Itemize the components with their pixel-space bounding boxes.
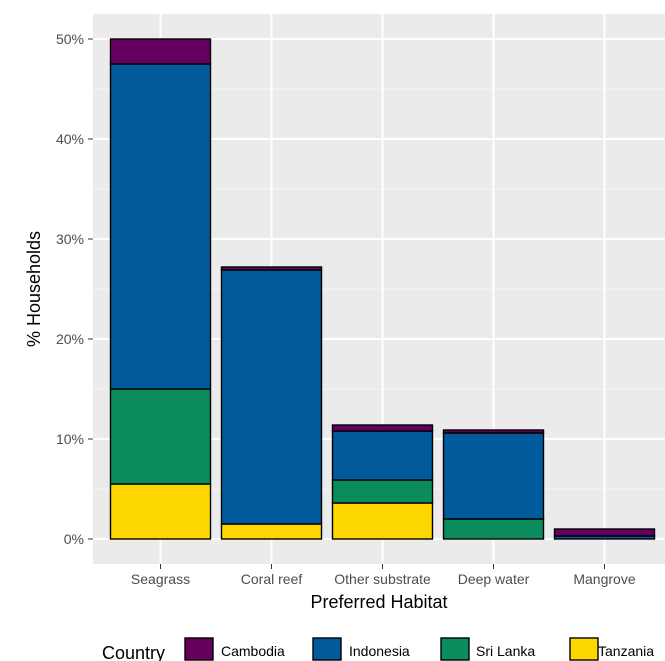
bar-segment: [220, 523, 323, 540]
bar-segment: [109, 388, 212, 485]
bar-segment: [442, 432, 545, 520]
y-tick-label: 40%: [56, 131, 84, 147]
legend: Country Cambodia Indonesia Sri Lanka Tanzan…: [102, 637, 654, 661]
x-tick-label: Mangrove: [573, 571, 635, 587]
bars: [109, 38, 656, 540]
legend-label: Indonesia: [349, 643, 410, 659]
x-tick-label: Deep water: [458, 571, 530, 587]
legend-title: Country: [102, 643, 165, 661]
x-tick-label: Coral reef: [241, 571, 303, 587]
bar-segment: [442, 429, 545, 434]
bar-segment: [331, 424, 434, 432]
legend-label: Sri Lanka: [476, 643, 535, 659]
bar-segment: [331, 502, 434, 540]
bar-segment: [220, 266, 323, 271]
legend-label: Cambodia: [221, 643, 285, 659]
x-axis-title: Preferred Habitat: [310, 592, 447, 612]
x-tick-label: Other substrate: [334, 571, 431, 587]
y-tick-label: 0%: [64, 531, 84, 547]
legend-key: [569, 637, 599, 661]
y-tick-label: 30%: [56, 231, 84, 247]
x-axis-ticks: Seagrass Coral reef Other substrate Deep wa…: [131, 564, 636, 587]
y-axis-ticks: 0% 10% 20% 30% 40% 50%: [56, 31, 93, 547]
y-tick-label: 50%: [56, 31, 84, 47]
x-tick-label: Seagrass: [131, 571, 190, 587]
bar-segment: [331, 479, 434, 504]
legend-key: [440, 637, 470, 661]
y-tick-label: 20%: [56, 331, 84, 347]
bar-segment: [331, 430, 434, 481]
bar-segment: [109, 483, 212, 540]
bar-segment: [442, 518, 545, 540]
bar-segment: [553, 528, 656, 537]
bar-segment: [109, 38, 212, 65]
legend-key: [312, 637, 342, 661]
legend-label: Tanzania: [598, 643, 654, 659]
bar-segment: [220, 269, 323, 525]
bar-segment: [109, 63, 212, 390]
legend-key: [184, 637, 214, 661]
y-tick-label: 10%: [56, 431, 84, 447]
y-axis-title: % Households: [24, 231, 44, 347]
